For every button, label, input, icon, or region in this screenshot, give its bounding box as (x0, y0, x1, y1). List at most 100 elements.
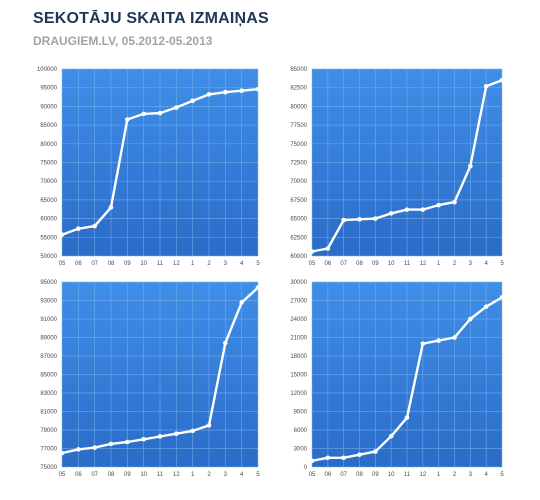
data-point (190, 428, 195, 434)
data-point (388, 211, 394, 216)
data-point (125, 117, 130, 122)
data-point (452, 199, 457, 205)
data-point (468, 316, 473, 322)
x-tick-label: 10 (140, 472, 147, 478)
y-tick-label: 6000 (294, 428, 308, 434)
x-tick-label: 11 (404, 261, 411, 267)
data-point (125, 439, 130, 445)
y-tick-label: 100000 (37, 67, 58, 73)
x-tick-label: 06 (75, 472, 82, 478)
x-tick-label: 07 (91, 472, 98, 478)
y-tick-label: 65000 (40, 198, 57, 204)
data-point (468, 163, 473, 169)
data-point (341, 217, 346, 223)
data-point (452, 335, 457, 340)
x-tick-label: 08 (356, 472, 363, 478)
x-tick-label: 09 (372, 472, 379, 478)
data-point (255, 285, 261, 290)
chart-3: 75000 77000 79000 81000 83000 85000 87000 89000… (40, 280, 260, 478)
data-point (309, 458, 315, 464)
data-point (436, 338, 441, 343)
y-tick-label: 85000 (40, 123, 57, 129)
data-point (309, 249, 315, 254)
y-tick-label: 85000 (290, 67, 307, 73)
x-tick-label: 4 (484, 261, 488, 267)
y-tick-label: 85000 (40, 373, 57, 379)
x-tick-label: 4 (484, 472, 488, 478)
x-tick-label: 5 (256, 261, 260, 267)
x-tick-label: 06 (75, 261, 82, 267)
y-tick-label: 87000 (40, 354, 57, 360)
y-tick-label: 65000 (290, 217, 307, 223)
y-tick-label: 62500 (290, 235, 307, 241)
data-point (357, 217, 362, 222)
x-tick-label: 12 (419, 261, 426, 267)
x-tick-label: 09 (124, 472, 131, 478)
x-tick-label: 05 (309, 472, 316, 478)
data-point (190, 98, 195, 104)
x-tick-label: 12 (173, 472, 180, 478)
chart-2: 60000 62500 65000 67500 70000 72500 75000 77500… (290, 67, 504, 267)
x-tick-label: 5 (500, 472, 504, 478)
x-tick-label: 11 (404, 472, 411, 478)
data-point (223, 340, 228, 346)
x-tick-label: 3 (224, 472, 228, 478)
y-tick-label: 3000 (294, 447, 308, 453)
x-tick-label: 1 (437, 472, 441, 478)
x-tick-label: 10 (388, 261, 395, 267)
y-tick-label: 55000 (40, 235, 57, 241)
y-tick-label: 77000 (40, 447, 57, 453)
x-tick-label: 07 (340, 472, 347, 478)
y-tick-label: 60000 (40, 217, 57, 223)
x-tick-label: 2 (453, 261, 457, 267)
data-point (157, 110, 163, 116)
x-tick-label: 2 (207, 261, 211, 267)
x-tick-label: 3 (224, 261, 228, 267)
data-point (239, 300, 244, 305)
data-point (239, 88, 244, 93)
data-point (76, 447, 81, 452)
data-point (499, 77, 505, 83)
data-point (420, 207, 426, 212)
y-tick-label: 80000 (40, 142, 57, 148)
data-point (483, 304, 489, 309)
page-title: SEKOTĀJU SKAITA IZMAIŅAS (33, 10, 269, 27)
y-tick-label: 24000 (290, 317, 307, 323)
x-tick-label: 12 (419, 472, 426, 478)
y-tick-label: 82500 (290, 86, 307, 92)
y-tick-label: 77500 (290, 123, 307, 129)
y-tick-label: 50000 (40, 254, 57, 260)
x-tick-label: 08 (108, 472, 115, 478)
data-point (108, 205, 114, 210)
x-tick-label: 1 (191, 472, 195, 478)
x-tick-label: 12 (173, 261, 180, 267)
y-tick-label: 93000 (40, 299, 57, 305)
data-point (404, 415, 410, 420)
y-tick-label: 12000 (290, 391, 307, 397)
data-point (206, 423, 212, 428)
x-tick-label: 11 (157, 472, 164, 478)
y-tick-label: 0 (304, 465, 308, 471)
x-tick-label: 4 (240, 472, 244, 478)
data-point (325, 455, 331, 461)
x-tick-label: 05 (309, 261, 316, 267)
data-point (174, 105, 179, 110)
y-tick-label: 27000 (290, 299, 307, 305)
x-tick-label: 05 (59, 472, 66, 478)
x-tick-label: 09 (124, 261, 131, 267)
data-point (483, 83, 489, 89)
data-point (92, 445, 97, 450)
y-tick-label: 81000 (40, 410, 57, 416)
x-tick-label: 1 (191, 261, 195, 267)
data-point (388, 433, 394, 439)
data-point (255, 86, 261, 92)
y-tick-label: 75000 (290, 142, 307, 148)
x-tick-label: 07 (340, 261, 347, 267)
y-tick-label: 18000 (290, 354, 307, 360)
y-tick-label: 91000 (40, 317, 57, 323)
x-tick-label: 08 (108, 261, 115, 267)
y-tick-label: 75000 (40, 465, 57, 471)
y-tick-label: 60000 (290, 254, 307, 260)
data-point (223, 89, 228, 95)
